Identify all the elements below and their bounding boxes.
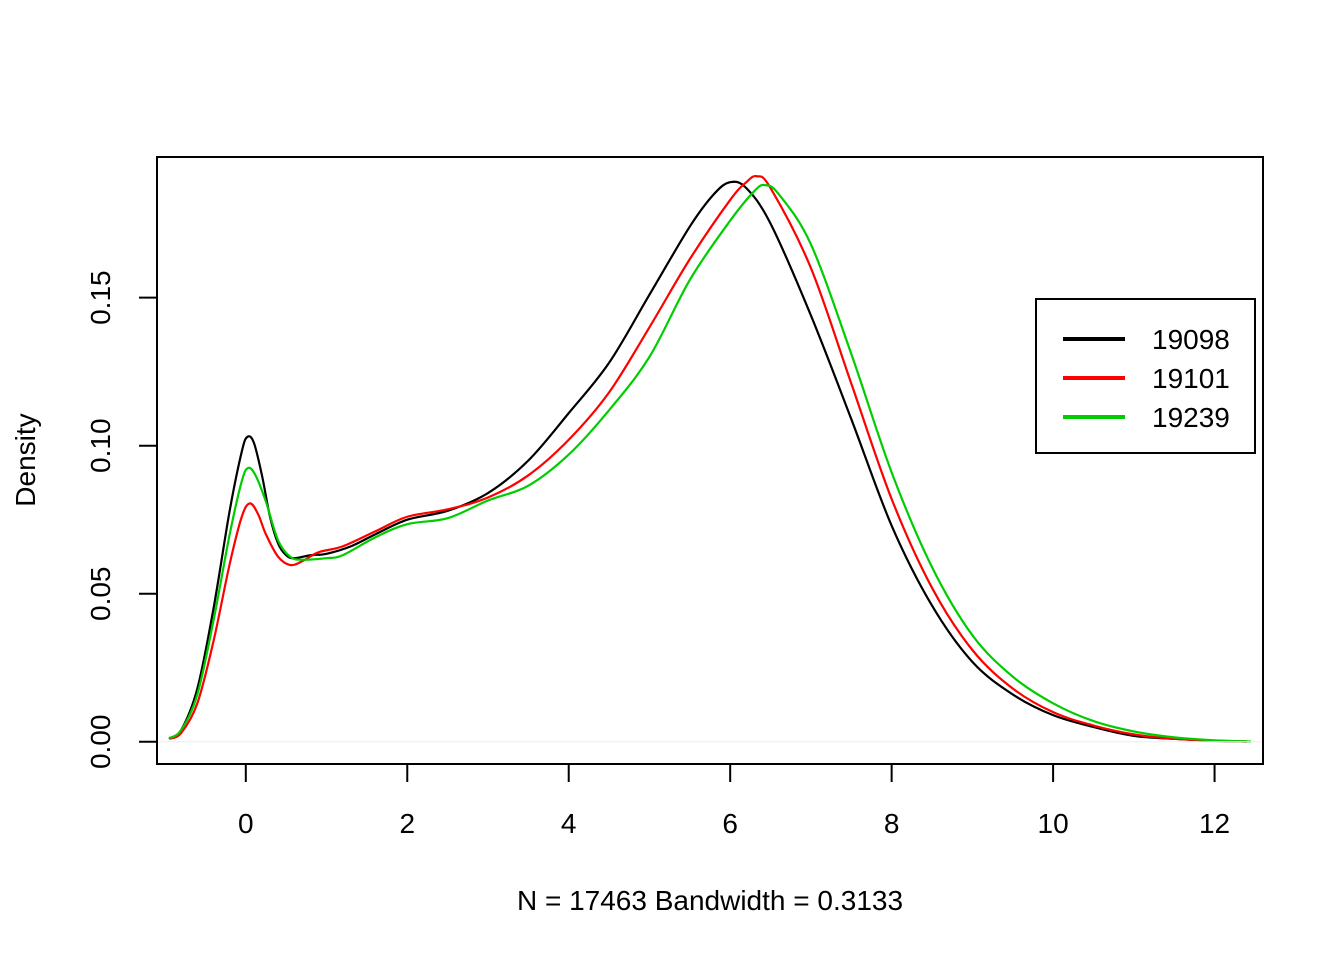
legend-items: 19098 19101 19239: [1063, 324, 1230, 433]
x-axis-title: N = 17463 Bandwidth = 0.3133: [517, 885, 903, 916]
y-tick-label: 0.15: [85, 270, 116, 325]
x-tick-label: 10: [1038, 808, 1069, 839]
y-tick-label: 0.10: [85, 418, 116, 473]
density-line-19098: [168, 180, 1247, 743]
x-tick-label: 8: [884, 808, 900, 839]
series-layer: [168, 174, 1251, 743]
legend-label-19098: 19098: [1152, 324, 1230, 355]
y-axis-title: Density: [10, 413, 41, 506]
legend-label-19101: 19101: [1152, 363, 1230, 394]
x-tick-label: 0: [238, 808, 254, 839]
legend-label-19239: 19239: [1152, 402, 1230, 433]
x-tick-label: 6: [722, 808, 738, 839]
legend: 19098 19101 19239: [1035, 298, 1256, 454]
x-tick-label: 2: [399, 808, 415, 839]
y-tick-label: 0.00: [85, 715, 116, 770]
y-tick-label: 0.05: [85, 566, 116, 621]
density-line-19101: [168, 174, 1247, 743]
plot-frame: [156, 156, 1264, 765]
x-tick-label: 4: [561, 808, 577, 839]
density-line-19239: [168, 183, 1251, 743]
x-tick-label: 12: [1199, 808, 1230, 839]
